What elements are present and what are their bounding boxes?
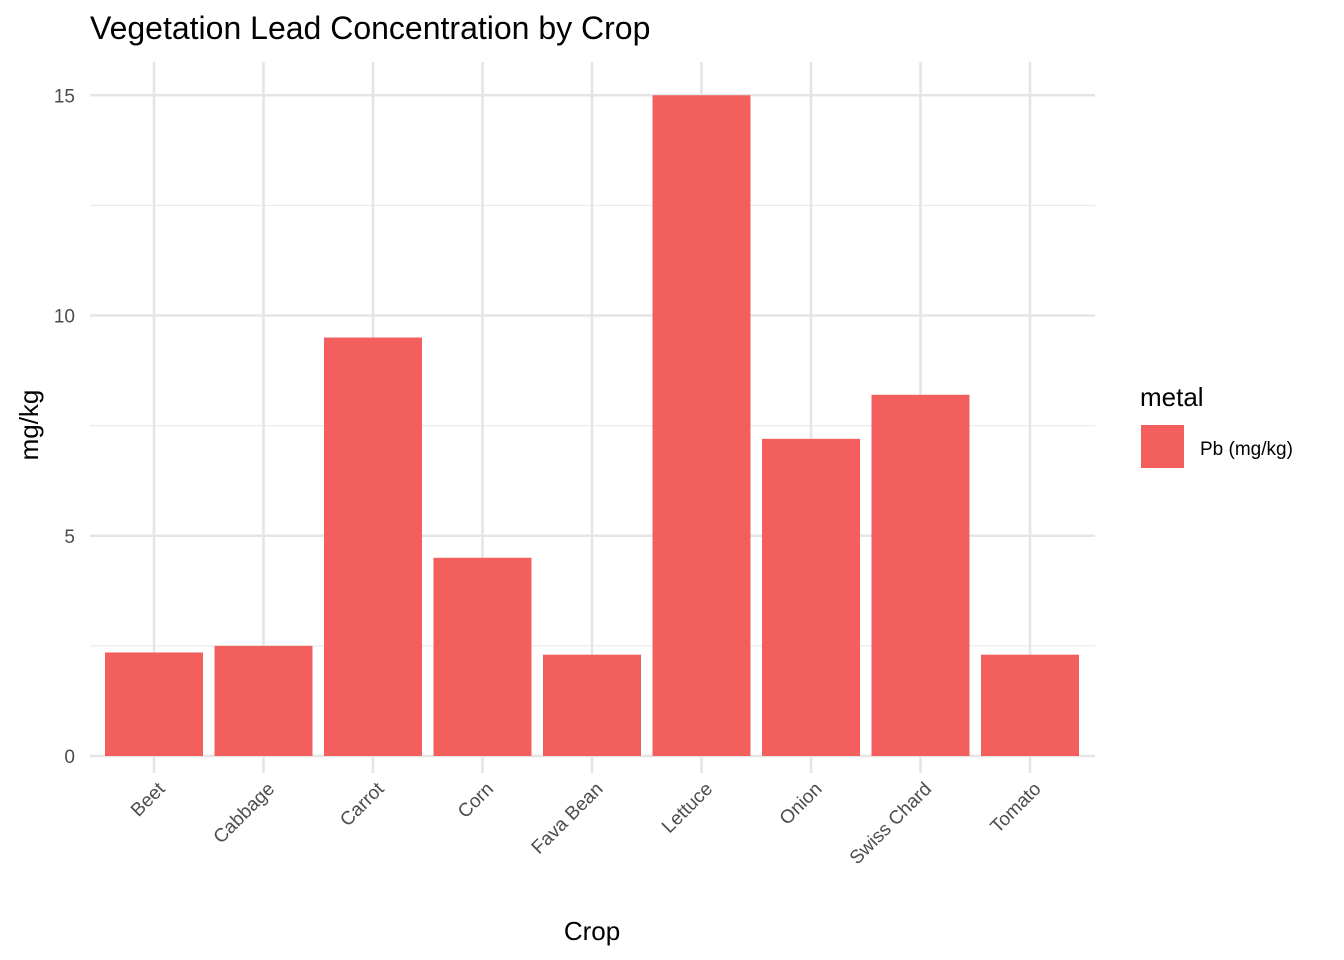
- legend-title: metal: [1140, 382, 1204, 412]
- x-tick-label: Fava Bean: [528, 779, 608, 859]
- bar-fava-bean: [543, 654, 641, 756]
- x-tick-label: Corn: [454, 779, 498, 823]
- y-tick-label: 15: [54, 86, 75, 107]
- y-axis-ticks: 0 5 10 15: [54, 86, 75, 768]
- legend: metal Pb (mg/kg): [1140, 382, 1293, 468]
- x-tick-label: Cabbage: [210, 779, 279, 848]
- y-tick-label: 5: [64, 527, 75, 548]
- bar-cabbage: [214, 645, 313, 756]
- y-tick-label: 10: [54, 307, 75, 328]
- bar-lettuce: [652, 95, 751, 756]
- bar-tomato: [981, 654, 1079, 756]
- bar-beet: [105, 652, 203, 756]
- bar-corn: [433, 557, 532, 756]
- y-tick-label: 0: [64, 747, 75, 768]
- bar-carrot: [324, 337, 422, 756]
- y-axis-title: mg/kg: [14, 390, 44, 461]
- x-tick-label: Tomato: [987, 779, 1046, 838]
- x-tick-label: Swiss Chard: [846, 779, 936, 869]
- bars: [105, 95, 1079, 756]
- legend-key-pb: [1141, 425, 1184, 468]
- x-tick-label: Lettuce: [658, 779, 717, 838]
- bar-onion: [762, 438, 860, 756]
- x-axis-ticks: Beet Cabbage Carrot Corn Fava Bean Lettuce Oni…: [127, 778, 1045, 869]
- x-tick-label: Carrot: [336, 778, 389, 831]
- x-axis-title: Crop: [564, 916, 620, 946]
- chart-title: Vegetation Lead Concentration by Crop: [90, 10, 650, 46]
- legend-label-pb: Pb (mg/kg): [1200, 439, 1293, 460]
- x-tick-label: Beet: [127, 778, 170, 821]
- bar-swiss-chard: [871, 394, 970, 756]
- x-tick-label: Onion: [776, 779, 827, 830]
